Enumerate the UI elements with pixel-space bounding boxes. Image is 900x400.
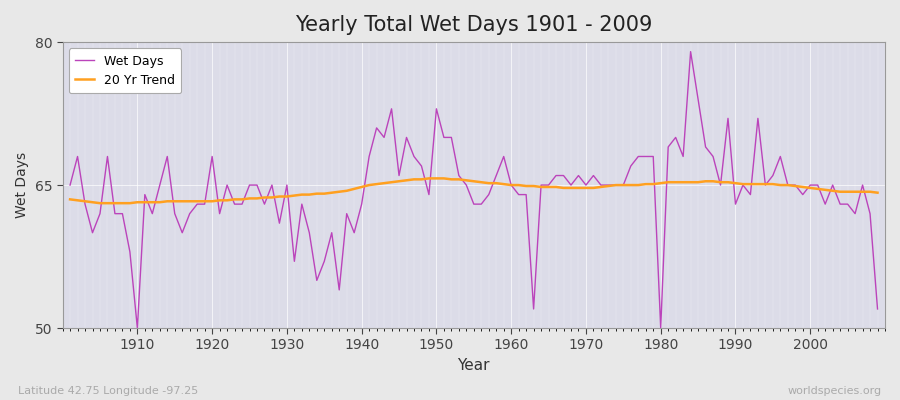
Line: Wet Days: Wet Days <box>70 52 878 328</box>
Wet Days <box>124 249 135 254</box>
Y-axis label: Wet Days: Wet Days <box>15 152 29 218</box>
X-axis label: Year: Year <box>457 358 490 373</box>
Legend: Wet Days, 20 Yr Trend: Wet Days, 20 Yr Trend <box>68 48 181 93</box>
Text: worldspecies.org: worldspecies.org <box>788 386 882 396</box>
20 Yr Trend <box>296 192 307 197</box>
20 Yr Trend <box>341 188 352 193</box>
20 Yr Trend <box>65 197 76 202</box>
20 Yr Trend <box>513 183 524 188</box>
Wet Days <box>341 211 352 216</box>
Wet Days <box>513 192 524 197</box>
20 Yr Trend <box>521 184 532 188</box>
20 Yr Trend <box>872 190 883 195</box>
Wet Days <box>296 202 307 206</box>
Wet Days <box>132 326 143 330</box>
Wet Days <box>685 49 696 54</box>
Line: 20 Yr Trend: 20 Yr Trend <box>70 178 878 203</box>
20 Yr Trend <box>94 201 105 206</box>
Wet Days <box>65 183 76 188</box>
Title: Yearly Total Wet Days 1901 - 2009: Yearly Total Wet Days 1901 - 2009 <box>295 15 652 35</box>
20 Yr Trend <box>132 200 143 205</box>
Wet Days <box>506 183 517 188</box>
Wet Days <box>603 183 614 188</box>
20 Yr Trend <box>424 176 435 181</box>
20 Yr Trend <box>610 183 621 188</box>
Wet Days <box>872 306 883 311</box>
Text: Latitude 42.75 Longitude -97.25: Latitude 42.75 Longitude -97.25 <box>18 386 198 396</box>
